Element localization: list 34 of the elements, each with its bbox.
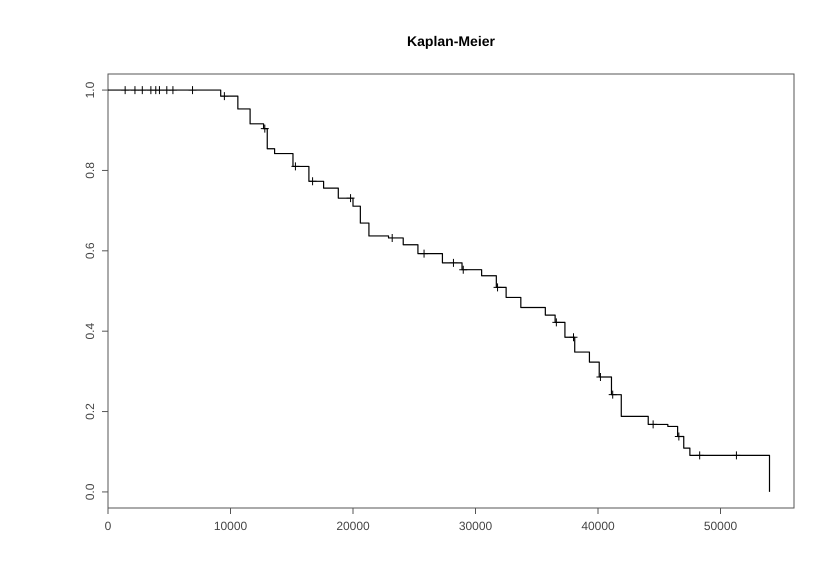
point	[188, 86, 198, 95]
point	[608, 390, 618, 400]
point	[220, 92, 229, 101]
x-tick-label: 40000	[581, 519, 616, 533]
point	[732, 450, 741, 460]
point	[695, 450, 704, 460]
point	[648, 420, 658, 429]
y-tick-label: 0.0	[83, 483, 97, 500]
point	[168, 86, 178, 95]
point	[162, 86, 172, 95]
point	[493, 282, 502, 292]
point	[120, 86, 130, 95]
x-tick-label: 20000	[336, 519, 370, 533]
point	[130, 86, 140, 95]
x-tick-label: 50000	[704, 519, 738, 533]
point	[569, 332, 578, 342]
point	[138, 86, 147, 95]
y-tick-label: 0.2	[83, 402, 97, 420]
point	[260, 124, 270, 134]
y-tick-label: 0.8	[83, 162, 97, 179]
point	[458, 265, 468, 274]
point	[290, 162, 300, 171]
x-tick-label: 10000	[214, 519, 248, 533]
point	[420, 249, 429, 258]
point	[308, 176, 318, 186]
point	[448, 258, 458, 268]
x-tick-label: 30000	[458, 519, 493, 533]
point	[552, 318, 561, 327]
y-tick-label: 0.6	[83, 242, 97, 260]
point	[346, 194, 356, 203]
y-tick-label: 1.0	[83, 81, 97, 98]
chart-title: Kaplan-Meier	[407, 33, 496, 49]
y-tick-label: 0.4	[83, 322, 97, 340]
x-tick-label: 0	[104, 519, 112, 533]
